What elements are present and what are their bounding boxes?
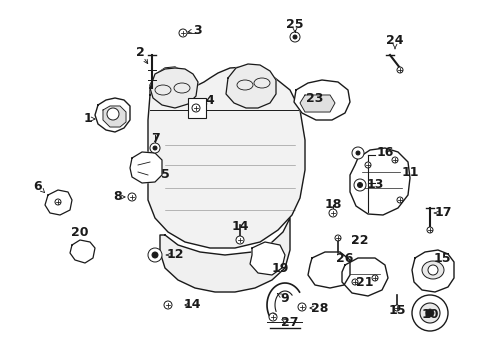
Circle shape bbox=[152, 252, 158, 258]
Text: 2: 2 bbox=[135, 45, 144, 58]
Circle shape bbox=[236, 236, 244, 244]
Circle shape bbox=[355, 151, 359, 155]
Text: 27: 27 bbox=[281, 316, 298, 329]
Circle shape bbox=[371, 275, 377, 281]
Text: 4: 4 bbox=[205, 94, 214, 107]
Text: 12: 12 bbox=[166, 248, 183, 261]
Text: 9: 9 bbox=[280, 292, 289, 305]
Text: 10: 10 bbox=[420, 309, 438, 321]
Circle shape bbox=[353, 179, 365, 191]
Circle shape bbox=[334, 235, 340, 241]
Polygon shape bbox=[411, 250, 453, 292]
Polygon shape bbox=[103, 106, 126, 127]
Circle shape bbox=[297, 303, 305, 311]
Text: 28: 28 bbox=[311, 302, 328, 315]
Polygon shape bbox=[45, 190, 72, 215]
Polygon shape bbox=[307, 252, 349, 288]
Polygon shape bbox=[70, 240, 95, 263]
Polygon shape bbox=[249, 242, 285, 275]
FancyBboxPatch shape bbox=[187, 98, 205, 118]
Text: 16: 16 bbox=[376, 147, 393, 159]
Text: 7: 7 bbox=[150, 131, 159, 144]
Text: 15: 15 bbox=[432, 252, 450, 265]
Circle shape bbox=[150, 143, 160, 153]
Ellipse shape bbox=[421, 261, 443, 279]
Circle shape bbox=[364, 162, 370, 168]
Circle shape bbox=[179, 29, 186, 37]
Text: 11: 11 bbox=[401, 166, 418, 180]
Text: 8: 8 bbox=[113, 190, 122, 203]
Circle shape bbox=[328, 209, 336, 217]
Text: 22: 22 bbox=[350, 234, 368, 247]
Text: 14: 14 bbox=[231, 220, 248, 233]
Polygon shape bbox=[148, 67, 305, 248]
Polygon shape bbox=[225, 64, 275, 108]
Text: 20: 20 bbox=[71, 226, 88, 239]
Polygon shape bbox=[299, 95, 334, 112]
Text: 25: 25 bbox=[285, 18, 303, 31]
Text: 15: 15 bbox=[387, 303, 405, 316]
Circle shape bbox=[426, 227, 432, 233]
Circle shape bbox=[391, 157, 397, 163]
Circle shape bbox=[292, 35, 296, 39]
Polygon shape bbox=[349, 148, 409, 215]
Circle shape bbox=[55, 199, 61, 205]
Text: 23: 23 bbox=[305, 91, 323, 104]
Circle shape bbox=[419, 303, 439, 323]
Circle shape bbox=[289, 32, 299, 42]
Text: 13: 13 bbox=[366, 179, 383, 192]
Circle shape bbox=[411, 295, 447, 331]
Circle shape bbox=[351, 279, 357, 285]
Circle shape bbox=[351, 147, 363, 159]
Text: 6: 6 bbox=[34, 180, 42, 193]
Circle shape bbox=[153, 146, 157, 150]
Circle shape bbox=[192, 104, 200, 112]
Polygon shape bbox=[341, 258, 387, 296]
Circle shape bbox=[427, 265, 437, 275]
Circle shape bbox=[357, 183, 362, 188]
Text: 5: 5 bbox=[160, 168, 169, 181]
Polygon shape bbox=[150, 68, 198, 108]
Polygon shape bbox=[95, 98, 130, 132]
Text: 18: 18 bbox=[324, 198, 341, 211]
Circle shape bbox=[163, 301, 172, 309]
Circle shape bbox=[396, 67, 402, 73]
Text: 19: 19 bbox=[271, 261, 288, 274]
Text: 3: 3 bbox=[193, 23, 202, 36]
Circle shape bbox=[393, 305, 399, 311]
Polygon shape bbox=[130, 152, 162, 183]
Circle shape bbox=[268, 313, 276, 321]
Circle shape bbox=[396, 197, 402, 203]
Circle shape bbox=[128, 193, 136, 201]
Polygon shape bbox=[160, 218, 289, 292]
Circle shape bbox=[425, 309, 433, 317]
Text: 24: 24 bbox=[386, 33, 403, 46]
Polygon shape bbox=[293, 80, 349, 120]
Text: 14: 14 bbox=[183, 298, 201, 311]
Text: 26: 26 bbox=[336, 252, 353, 265]
Text: 17: 17 bbox=[433, 207, 451, 220]
Circle shape bbox=[148, 248, 162, 262]
Circle shape bbox=[107, 108, 119, 120]
Text: 1: 1 bbox=[83, 112, 92, 126]
Text: 21: 21 bbox=[356, 275, 373, 288]
